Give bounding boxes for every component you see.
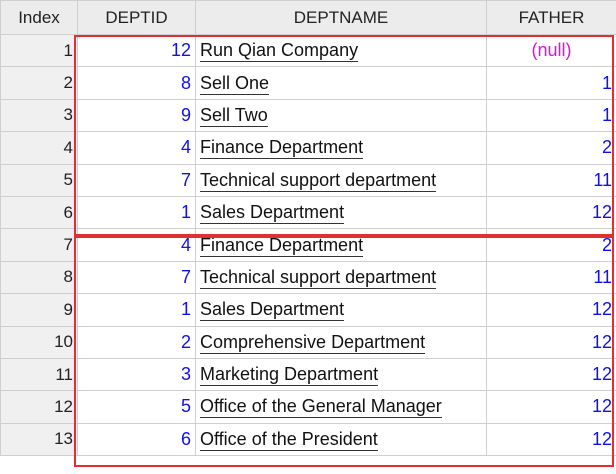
cell-father[interactable]: (null) (486, 33, 616, 68)
dept-name-text: Sales Department (200, 202, 345, 225)
cell-deptname[interactable]: Sell Two (195, 98, 487, 133)
table-row[interactable]: 5 7 Technical support department 11 (0, 163, 616, 197)
dept-name-text: Marketing Department (200, 364, 379, 387)
cell-deptname[interactable]: Sales Department (195, 195, 487, 230)
cell-deptid[interactable]: 4 (77, 228, 196, 262)
dept-name-text: Run Qian Company (200, 40, 359, 63)
table-row[interactable]: 10 2 Comprehensive Department 12 (0, 325, 616, 359)
header-deptname[interactable]: DEPTNAME (195, 0, 487, 35)
cell-deptid[interactable]: 1 (77, 195, 196, 230)
grid-body: 1 12 Run Qian Company (null) 2 8 Sell One 1 3 9 Se… (0, 33, 616, 457)
cell-deptid[interactable]: 4 (77, 131, 196, 165)
cell-deptname[interactable]: Finance Department (195, 228, 487, 262)
cell-deptname[interactable]: Sales Department (195, 293, 487, 327)
cell-index[interactable]: 8 (0, 260, 78, 295)
table-row[interactable]: 9 1 Sales Department 12 (0, 293, 616, 327)
table-row[interactable]: 11 3 Marketing Department 12 (0, 357, 616, 392)
cell-index[interactable]: 1 (0, 33, 78, 68)
cell-index[interactable]: 10 (0, 325, 78, 359)
table-row[interactable]: 12 5 Office of the General Manager 12 (0, 390, 616, 424)
cell-father[interactable]: 12 (486, 293, 616, 327)
table-row[interactable]: 8 7 Technical support department 11 (0, 260, 616, 295)
table-row[interactable]: 7 4 Finance Department 2 (0, 228, 616, 262)
cell-index[interactable]: 7 (0, 228, 78, 262)
cell-deptname[interactable]: Sell One (195, 66, 487, 100)
dept-name-text: Office of the President (200, 428, 378, 451)
cell-index[interactable]: 3 (0, 98, 78, 133)
cell-index[interactable]: 2 (0, 66, 78, 100)
table-row[interactable]: 4 4 Finance Department 2 (0, 131, 616, 165)
cell-deptname[interactable]: Technical support department (195, 260, 487, 295)
table-row[interactable]: 2 8 Sell One 1 (0, 66, 616, 100)
cell-father[interactable]: 1 (486, 66, 616, 100)
cell-deptid[interactable]: 8 (77, 66, 196, 100)
cell-deptname[interactable]: Comprehensive Department (195, 325, 487, 359)
cell-father[interactable]: 2 (486, 131, 616, 165)
cell-deptname[interactable]: Marketing Department (195, 357, 487, 392)
cell-index[interactable]: 4 (0, 131, 78, 165)
cell-deptid[interactable]: 12 (77, 33, 196, 68)
cell-deptname[interactable]: Office of the General Manager (195, 390, 487, 424)
cell-deptid[interactable]: 7 (77, 163, 196, 197)
cell-deptname[interactable]: Run Qian Company (195, 33, 487, 68)
cell-deptid[interactable]: 7 (77, 260, 196, 295)
cell-father[interactable]: 12 (486, 390, 616, 424)
cell-index[interactable]: 5 (0, 163, 78, 197)
cell-deptid[interactable]: 5 (77, 390, 196, 424)
cell-deptname[interactable]: Technical support department (195, 163, 487, 197)
cell-index[interactable]: 13 (0, 422, 78, 457)
cell-deptid[interactable]: 2 (77, 325, 196, 359)
table-row[interactable]: 1 12 Run Qian Company (null) (0, 33, 616, 68)
cell-deptid[interactable]: 3 (77, 357, 196, 392)
dept-name-text: Sales Department (200, 299, 345, 322)
cell-father[interactable]: 11 (486, 163, 616, 197)
cell-deptname[interactable]: Office of the President (195, 422, 487, 457)
header-deptid[interactable]: DEPTID (77, 0, 196, 35)
cell-father[interactable]: 12 (486, 325, 616, 359)
cell-father[interactable]: 1 (486, 98, 616, 133)
cell-father[interactable]: 12 (486, 357, 616, 392)
table-row[interactable]: 3 9 Sell Two 1 (0, 98, 616, 133)
cell-index[interactable]: 6 (0, 195, 78, 230)
table-row[interactable]: 13 6 Office of the President 12 (0, 422, 616, 457)
cell-deptid[interactable]: 6 (77, 422, 196, 457)
table-row[interactable]: 6 1 Sales Department 12 (0, 195, 616, 230)
cell-index[interactable]: 9 (0, 293, 78, 327)
cell-index[interactable]: 11 (0, 357, 78, 392)
cell-father[interactable]: 12 (486, 422, 616, 457)
header-index[interactable]: Index (0, 0, 78, 35)
cell-deptid[interactable]: 1 (77, 293, 196, 327)
dept-name-text: Finance Department (200, 137, 364, 160)
cell-father[interactable]: 12 (486, 195, 616, 230)
cell-deptname[interactable]: Finance Department (195, 131, 487, 165)
cell-father[interactable]: 11 (486, 260, 616, 295)
header-father[interactable]: FATHER (486, 0, 616, 35)
dept-name-text: Office of the General Manager (200, 396, 442, 419)
data-grid: Index DEPTID DEPTNAME FATHER 1 12 Run Qian… (0, 0, 616, 457)
dept-name-text: Sell Two (200, 104, 268, 127)
cell-deptid[interactable]: 9 (77, 98, 196, 133)
dept-name-text: Technical support department (200, 266, 437, 289)
cell-father[interactable]: 2 (486, 228, 616, 262)
dept-name-text: Sell One (200, 72, 270, 95)
dept-name-text: Technical support department (200, 169, 437, 192)
dept-name-text: Finance Department (200, 234, 364, 257)
dept-name-text: Comprehensive Department (200, 331, 426, 354)
header-row: Index DEPTID DEPTNAME FATHER (0, 0, 616, 35)
cell-index[interactable]: 12 (0, 390, 78, 424)
